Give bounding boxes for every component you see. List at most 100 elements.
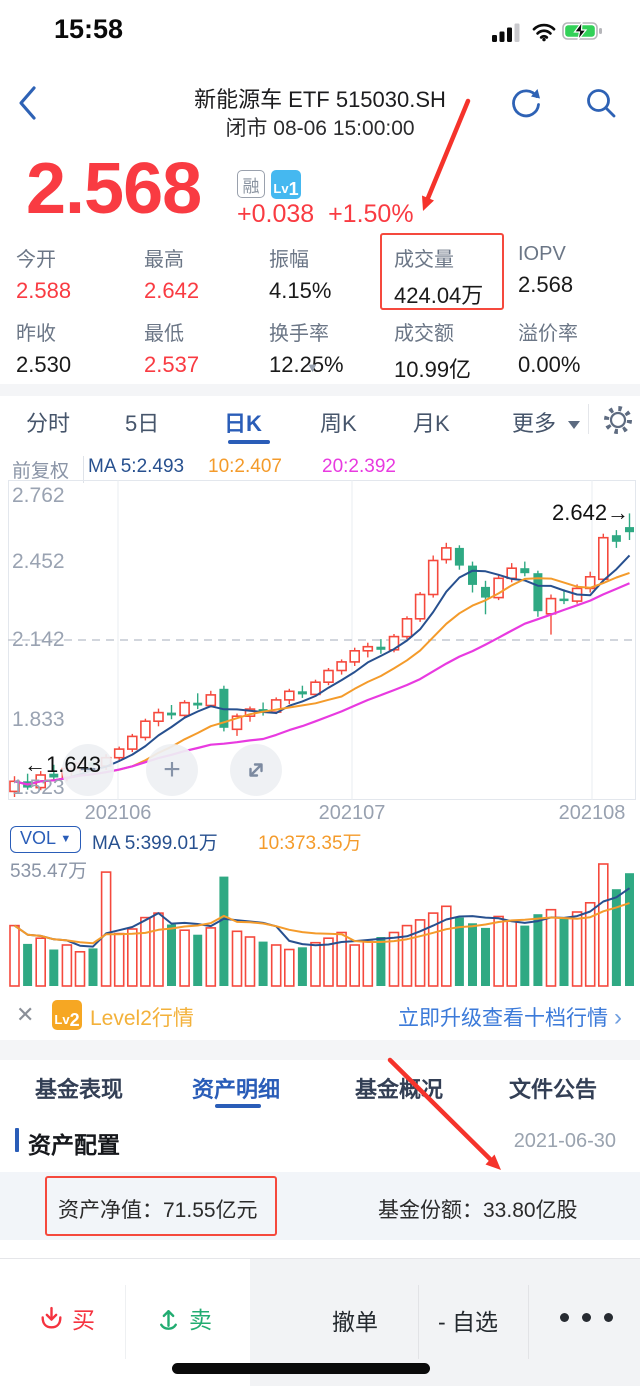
x-label-202106: 202106 (84, 802, 152, 824)
y-tick-2452: 2.452 (12, 550, 65, 573)
tab-documents[interactable]: 文件公告 (509, 1077, 598, 1102)
annotation-arrow-volume (422, 98, 471, 211)
divider-band (0, 384, 640, 396)
high-price-annotation: 2.642→ (552, 500, 630, 525)
tab-daily-k-underline (228, 440, 270, 444)
level2-label: Level2行情 (90, 1007, 194, 1030)
signal-strength-icon (492, 22, 522, 49)
search-button[interactable] (584, 86, 618, 125)
tab-more[interactable]: 更多 (512, 406, 581, 438)
level1-badge-text: Lv (273, 181, 289, 196)
stat-turnover-rate: 换手率 12.25% (269, 323, 344, 377)
last-price: 2.568 (26, 149, 202, 229)
fullscreen-button[interactable] (230, 744, 282, 796)
stat-amplitude: 振幅 4.15% (269, 249, 332, 303)
bottom-divider-2 (418, 1285, 419, 1359)
minus-icon: − (79, 753, 97, 786)
price-change: +0.038 +1.50% (237, 200, 414, 228)
ma10-legend: 10:2.407 (208, 456, 282, 477)
low-price-annotation: ←1.643 (24, 752, 102, 777)
volume-chart[interactable] (8, 856, 636, 988)
margin-badge[interactable]: 融 (237, 170, 265, 198)
stat-iopv: IOPV 2.568 (518, 243, 574, 297)
buy-button[interactable]: 买 (38, 1301, 95, 1335)
refresh-button[interactable] (508, 86, 544, 127)
battery-charging-icon (562, 20, 604, 47)
y-tick-1523: 1.523 (12, 776, 65, 799)
collapse-stats-button[interactable]: ▼ (306, 360, 319, 375)
back-button[interactable] (16, 84, 40, 127)
zoom-in-button[interactable]: + (146, 744, 198, 796)
tabbar-divider (588, 404, 589, 434)
level1-badge-number: 1 (288, 179, 299, 199)
stat-volume: 成交量 424.04万 (394, 249, 484, 308)
y-tick-2142: 2.142 (12, 628, 65, 651)
dot-icon (582, 1313, 591, 1322)
plus-icon: + (163, 753, 181, 786)
vol-ma5-legend: MA 5:399.01万 (92, 833, 218, 854)
level2-badge: Lv 2 (52, 1000, 82, 1030)
section-title: 资产配置 (28, 1132, 120, 1158)
page-title: 新能源车 ETF 515030.SH (194, 87, 446, 112)
tab-asset-details[interactable]: 资产明细 (192, 1077, 281, 1102)
stat-turnover: 成交额 10.99亿 (394, 323, 472, 382)
tab-5day[interactable]: 5日 (125, 411, 160, 436)
back-chevron-icon (19, 86, 36, 120)
collapse-caret-icon: ▼ (306, 360, 319, 375)
report-date: 2021-06-30 (513, 1130, 616, 1152)
expand-icon (249, 763, 263, 777)
tab-asset-details-underline (215, 1104, 261, 1108)
tab-minute[interactable]: 分时 (26, 411, 71, 436)
bottom-divider-1 (125, 1285, 126, 1359)
stat-premium-rate: 溢价率 0.00% (518, 323, 581, 377)
y-tick-1833: 1.833 (12, 708, 65, 731)
gear-icon (604, 406, 632, 434)
adjust-mode-label[interactable]: 前复权 (12, 456, 85, 483)
bottom-action-bar: 买 卖 撤单 - 自选 (0, 1258, 640, 1386)
dot-icon (560, 1313, 569, 1322)
ma5-legend: MA 5:2.493 (88, 456, 185, 477)
close-icon: ✕ (16, 1002, 35, 1027)
market-status-subtitle: 闭市 08-06 15:00:00 (225, 117, 415, 140)
asset-summary-row: 资产净值：71.55亿元 基金份额：33.80亿股 (0, 1172, 640, 1240)
section-accent-bar (15, 1128, 19, 1152)
x-label-202107: 202107 (318, 802, 386, 824)
vol-scale-label: 535.47万 (10, 861, 88, 882)
divider-band-2 (0, 1040, 640, 1060)
chevron-down-icon (568, 421, 581, 429)
level2-close-button[interactable]: ✕ (16, 1002, 34, 1028)
sell-button[interactable]: 卖 (155, 1301, 212, 1335)
tab-weekly-k[interactable]: 周K (320, 411, 357, 436)
stat-open: 今开 2.588 (16, 249, 72, 303)
zoom-out-button[interactable]: − (62, 744, 114, 796)
x-label-202108: 202108 (558, 802, 626, 824)
status-time: 15:58 (54, 14, 124, 44)
dot-icon (604, 1313, 613, 1322)
chart-settings-button[interactable] (602, 404, 634, 441)
ma20-legend: 20:2.392 (322, 456, 396, 477)
remove-watchlist-button[interactable]: - 自选 (438, 1309, 499, 1335)
stat-high: 最高 2.642 (144, 249, 200, 303)
caret-down-icon: ▼ (60, 833, 72, 845)
sell-icon (160, 1309, 177, 1330)
tab-daily-k[interactable]: 日K (224, 411, 262, 436)
stat-prev-close: 昨收 2.530 (16, 323, 72, 377)
level1-badge[interactable]: Lv 1 (271, 170, 301, 199)
net-asset-value: 资产净值：71.55亿元 (58, 1199, 258, 1222)
cancel-order-button[interactable]: 撤单 (332, 1309, 378, 1335)
more-actions-button[interactable] (560, 1313, 613, 1322)
tab-fund-performance[interactable]: 基金表现 (35, 1077, 124, 1102)
bottom-divider-3 (528, 1285, 529, 1359)
fund-shares: 基金份额：33.80亿股 (378, 1199, 578, 1222)
annotation-arrow-nav (387, 1057, 501, 1170)
vol-ma10-legend: 10:373.35万 (258, 833, 362, 854)
home-indicator[interactable] (172, 1363, 430, 1374)
wifi-icon (532, 22, 556, 47)
stat-low: 最低 2.537 (144, 323, 200, 377)
chevron-right-icon: › (614, 1004, 622, 1031)
level2-upgrade-link[interactable]: 立即升级查看十档行情 › (398, 1004, 622, 1031)
tab-monthly-k[interactable]: 月K (413, 411, 450, 436)
refresh-icon (512, 89, 540, 118)
volume-indicator-selector[interactable]: VOL ▼ (10, 826, 82, 853)
search-icon (587, 89, 616, 118)
